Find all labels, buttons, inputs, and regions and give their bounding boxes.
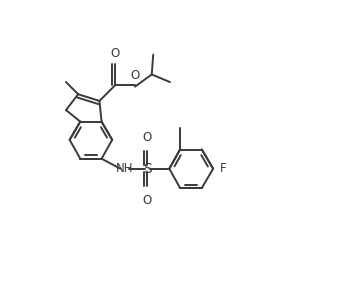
Text: NH: NH: [116, 162, 133, 175]
Text: S: S: [143, 162, 152, 176]
Text: F: F: [220, 162, 226, 175]
Text: O: O: [143, 194, 152, 207]
Text: O: O: [131, 69, 140, 82]
Text: O: O: [143, 131, 152, 144]
Text: O: O: [111, 47, 120, 60]
